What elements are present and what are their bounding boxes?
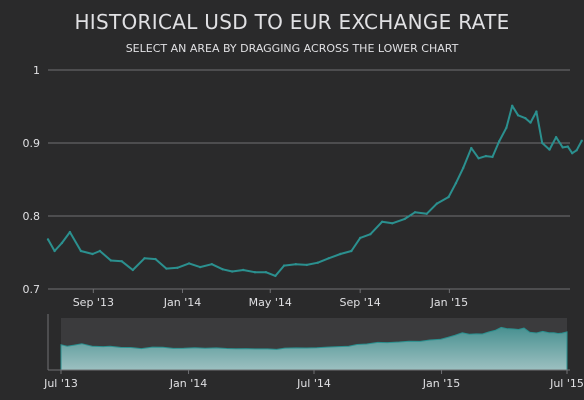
series-line[interactable] xyxy=(47,104,583,277)
data-point[interactable] xyxy=(154,257,157,261)
data-point[interactable] xyxy=(524,117,527,120)
data-point[interactable] xyxy=(541,141,544,145)
x-tick-label: Sep '13 xyxy=(73,296,114,309)
data-point[interactable] xyxy=(548,148,551,151)
data-point[interactable] xyxy=(380,220,384,223)
data-point[interactable] xyxy=(425,212,428,215)
navigator-x-tick-label: Jul '15 xyxy=(549,377,584,390)
data-point[interactable] xyxy=(566,145,569,148)
data-point[interactable] xyxy=(462,166,465,169)
data-point[interactable] xyxy=(571,152,574,155)
data-point[interactable] xyxy=(391,222,394,225)
data-point[interactable] xyxy=(403,217,406,221)
chart-subtitle: SELECT AN AREA BY DRAGGING ACROSS THE LO… xyxy=(125,42,459,55)
x-tick-label: May '14 xyxy=(249,296,292,309)
data-point[interactable] xyxy=(294,263,297,266)
data-point[interactable] xyxy=(242,268,245,272)
data-point[interactable] xyxy=(369,233,372,236)
data-point[interactable] xyxy=(187,262,191,265)
data-point[interactable] xyxy=(477,157,480,160)
y-tick-label: 1 xyxy=(33,64,40,77)
data-point[interactable] xyxy=(535,110,538,113)
navigator[interactable] xyxy=(47,314,570,371)
data-point[interactable] xyxy=(165,267,168,270)
chart-title: HISTORICAL USD TO EUR EXCHANGE RATE xyxy=(74,10,510,34)
data-point[interactable] xyxy=(98,249,102,253)
navigator-series-area xyxy=(60,326,568,371)
data-point[interactable] xyxy=(143,257,146,260)
data-point[interactable] xyxy=(470,146,473,150)
x-axis: Sep '13 Jan '14 May '14 Sep '14 Jan '15 xyxy=(73,289,468,309)
data-point[interactable] xyxy=(316,261,319,264)
data-point[interactable] xyxy=(327,257,330,260)
data-point[interactable] xyxy=(274,274,277,278)
data-point[interactable] xyxy=(221,268,224,271)
x-tick-label: Jan '14 xyxy=(163,296,201,309)
data-point[interactable] xyxy=(435,202,439,205)
y-tick-label: 0.8 xyxy=(23,210,41,223)
navigator-x-tick-label: Jan '14 xyxy=(169,377,207,390)
navigator-x-tick-label: Jan '15 xyxy=(422,377,460,390)
navigator-x-axis: Jul '13 Jan '14 Jul '14 Jan '15 Jul '15 xyxy=(43,370,584,390)
data-point[interactable] xyxy=(454,182,458,185)
main-plot[interactable] xyxy=(46,104,583,278)
data-point[interactable] xyxy=(120,260,124,263)
data-point[interactable] xyxy=(505,126,508,129)
data-point[interactable] xyxy=(339,252,342,256)
data-point[interactable] xyxy=(516,114,520,117)
data-point[interactable] xyxy=(109,259,113,262)
data-point[interactable] xyxy=(511,104,514,108)
data-point[interactable] xyxy=(131,268,134,272)
data-point[interactable] xyxy=(79,249,83,253)
data-point[interactable] xyxy=(497,140,501,143)
y-tick-label: 0.7 xyxy=(23,283,41,296)
data-point[interactable] xyxy=(447,195,450,199)
navigator-x-tick-label: Jul '13 xyxy=(43,377,78,390)
y-tick-label: 0.9 xyxy=(23,137,41,150)
data-point[interactable] xyxy=(198,265,202,269)
data-point[interactable] xyxy=(210,263,213,266)
data-point[interactable] xyxy=(413,211,417,214)
navigator-x-tick-label: Jul '14 xyxy=(296,377,331,390)
y-gridlines xyxy=(48,69,570,290)
data-point[interactable] xyxy=(282,264,286,267)
data-point[interactable] xyxy=(580,139,583,142)
data-point[interactable] xyxy=(91,252,94,256)
x-tick-label: Sep '14 xyxy=(340,296,381,309)
data-point[interactable] xyxy=(575,149,578,152)
y-axis: 0.7 0.8 0.9 1 xyxy=(23,64,41,296)
data-point[interactable] xyxy=(53,249,56,253)
data-point[interactable] xyxy=(561,146,564,149)
data-point[interactable] xyxy=(68,230,72,234)
data-point[interactable] xyxy=(554,136,558,139)
data-point[interactable] xyxy=(253,271,257,274)
data-point[interactable] xyxy=(359,236,362,240)
data-point[interactable] xyxy=(176,266,179,269)
data-point[interactable] xyxy=(60,241,64,245)
data-point[interactable] xyxy=(264,271,268,274)
data-point[interactable] xyxy=(491,155,494,159)
data-point[interactable] xyxy=(350,249,353,253)
x-tick-label: Jan '15 xyxy=(430,296,468,309)
data-point[interactable] xyxy=(46,238,50,241)
data-point[interactable] xyxy=(484,154,488,158)
data-point[interactable] xyxy=(305,263,308,267)
data-point[interactable] xyxy=(231,270,234,273)
data-point[interactable] xyxy=(529,121,532,124)
